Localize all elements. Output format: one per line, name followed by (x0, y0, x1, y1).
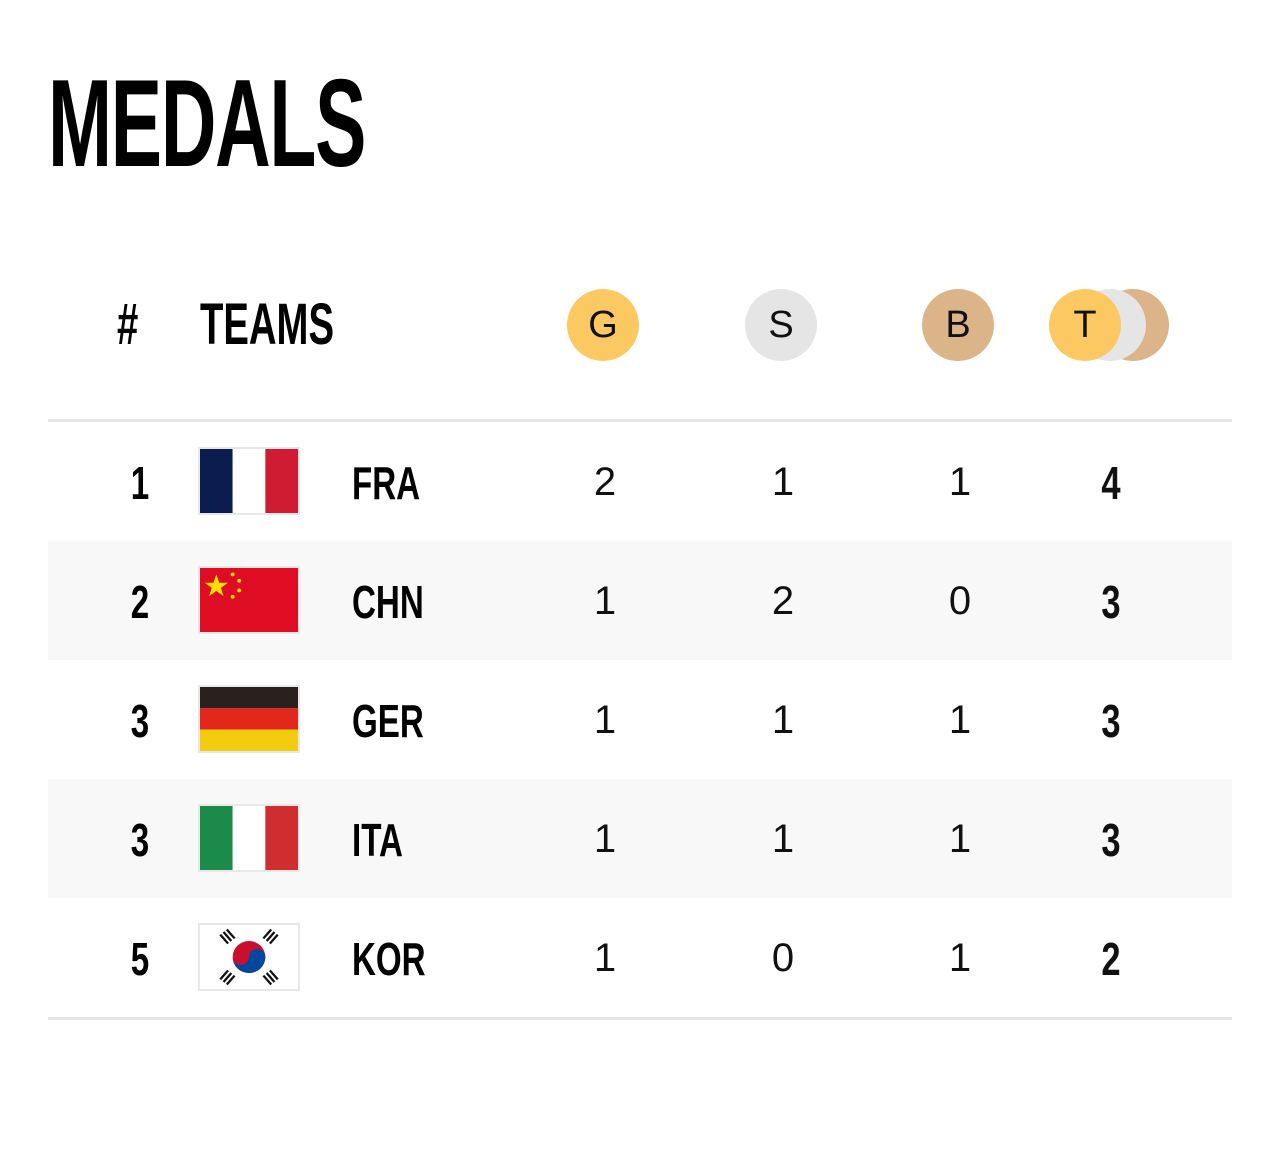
silver-count: 2 (771, 579, 795, 623)
bronze-count: 1 (948, 817, 972, 861)
rank-cell: 3 (130, 814, 150, 866)
table-row[interactable]: 2 CHN 1 2 0 3 (48, 541, 1232, 660)
bronze-count: 1 (948, 698, 972, 742)
teams-column-header: TEAMS (200, 292, 334, 357)
gold-count: 1 (593, 698, 617, 742)
china-flag-icon (198, 566, 300, 634)
silver-count: 1 (771, 817, 795, 861)
italy-flag-icon (198, 804, 300, 872)
table-row[interactable]: 3 ITA 1 1 1 3 (48, 779, 1232, 898)
bronze-count: 1 (948, 460, 972, 504)
total-count: 4 (1101, 457, 1121, 509)
table-bottom-divider (48, 1017, 1232, 1020)
gold-count: 1 (593, 936, 617, 980)
total-header-label: T (1073, 303, 1097, 346)
bronze-header-label: B (945, 303, 971, 346)
bronze-column-header[interactable]: B (922, 289, 994, 361)
table-row[interactable]: 5 KOR 1 0 1 2 (48, 898, 1232, 1017)
team-code[interactable]: KOR (352, 933, 426, 985)
team-code[interactable]: CHN (352, 576, 424, 628)
rank-column-header: # (117, 292, 139, 357)
gold-header-label: G (588, 303, 618, 346)
silver-count: 1 (771, 698, 795, 742)
silver-count: 0 (771, 936, 795, 980)
team-code[interactable]: FRA (352, 457, 421, 509)
korea-flag-icon (198, 923, 300, 991)
gold-count: 2 (593, 460, 617, 504)
table-row[interactable]: 3 GER 1 1 1 3 (48, 660, 1232, 779)
team-code[interactable]: ITA (352, 814, 403, 866)
gold-count: 1 (593, 817, 617, 861)
silver-column-header[interactable]: S (745, 289, 817, 361)
total-column-header[interactable]: T (1049, 289, 1121, 361)
silver-count: 1 (771, 460, 795, 504)
total-count: 3 (1101, 576, 1121, 628)
rank-cell: 1 (130, 457, 150, 509)
rank-cell: 3 (130, 695, 150, 747)
silver-header-label: S (768, 303, 794, 346)
rank-cell: 2 (130, 576, 150, 628)
total-count: 3 (1101, 695, 1121, 747)
bronze-count: 1 (948, 936, 972, 980)
gold-column-header[interactable]: G (567, 289, 639, 361)
gold-count: 1 (593, 579, 617, 623)
total-count: 2 (1101, 933, 1121, 985)
table-top-divider (48, 419, 1232, 422)
bronze-count: 0 (948, 579, 972, 623)
table-row[interactable]: 1 FRA 2 1 1 4 (48, 422, 1232, 541)
rank-cell: 5 (130, 933, 150, 985)
germany-flag-icon (198, 685, 300, 753)
team-code[interactable]: GER (352, 695, 424, 747)
page-title: MEDALS (48, 55, 366, 193)
total-count: 3 (1101, 814, 1121, 866)
france-flag-icon (198, 447, 300, 515)
